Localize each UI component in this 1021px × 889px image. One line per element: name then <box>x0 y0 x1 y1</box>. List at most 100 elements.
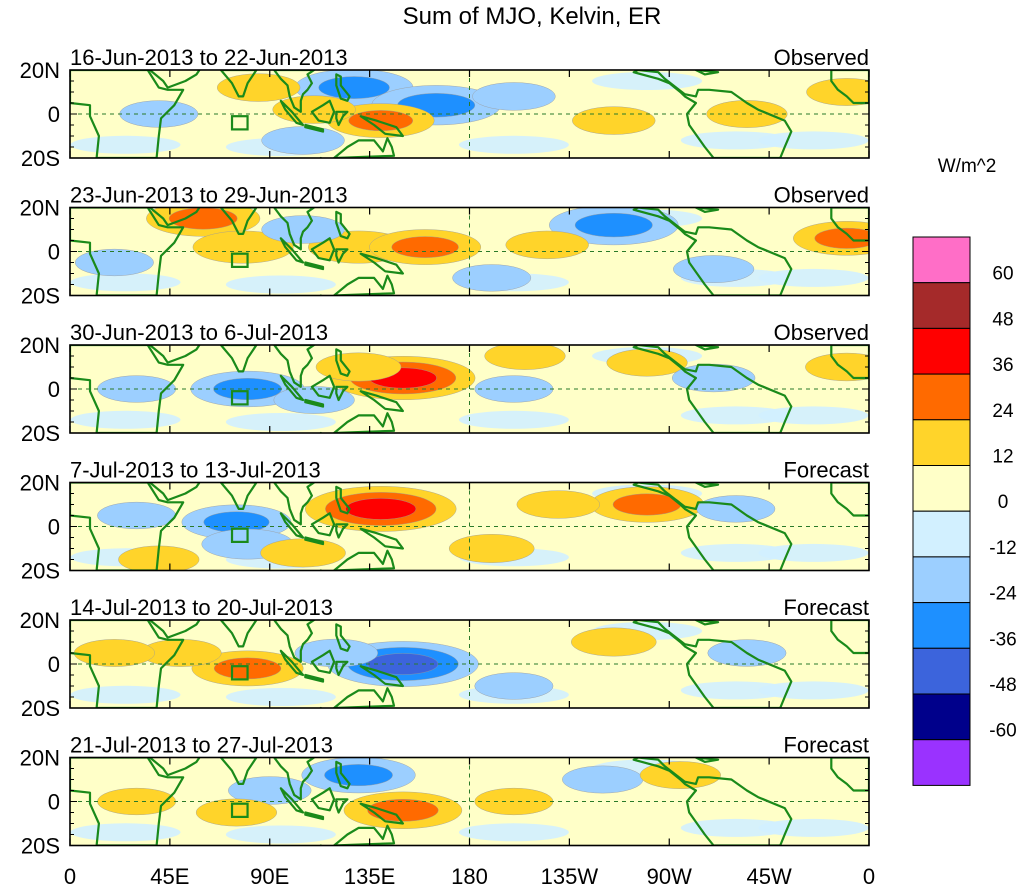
coastline <box>304 261 325 271</box>
y-tick-label: 20S <box>21 146 60 171</box>
coastline <box>219 757 258 786</box>
coastline <box>310 649 336 674</box>
y-tick-label: 20S <box>21 696 60 721</box>
anomaly-contour <box>261 215 345 244</box>
x-axis: 0 45E 90E 135E 180 135W 90W 45W 0 <box>64 864 875 889</box>
coastline <box>335 248 349 264</box>
anomaly-contour <box>260 538 346 568</box>
colorbar-bin <box>912 236 971 284</box>
anomaly-contour <box>639 761 721 789</box>
colorbar-tick-label: 60 <box>992 264 1013 285</box>
anomaly-contour <box>348 110 414 132</box>
coastline <box>333 549 396 571</box>
coastlines <box>70 70 869 158</box>
anomaly-contour <box>706 100 788 128</box>
coastlines <box>70 482 869 571</box>
anomaly-contour <box>367 799 439 822</box>
panel-status: Observed <box>774 320 869 345</box>
coastline <box>273 482 316 526</box>
y-tick-label: 0 <box>48 102 60 127</box>
coastline <box>830 757 869 792</box>
background-patch <box>70 823 181 842</box>
map-panel: 20N 0 20S 30-Jun-2013 to 6-Jul-2013 Observed <box>20 320 870 446</box>
coastline <box>694 620 720 626</box>
coastline <box>279 99 305 127</box>
coastline <box>359 390 404 413</box>
background-patch <box>70 685 181 704</box>
background-patch <box>758 818 869 837</box>
anomaly-contour <box>261 126 345 155</box>
coastline <box>632 70 793 158</box>
coastline <box>335 623 351 652</box>
x-tick-label: 135E <box>344 864 395 889</box>
background-patch <box>70 135 181 154</box>
y-tick-label: 20S <box>21 834 60 859</box>
colorbar-bin <box>912 556 971 604</box>
x-tick-label: 0 <box>64 864 76 889</box>
anomaly-contour <box>324 764 393 787</box>
anomaly-contour <box>484 345 566 370</box>
coastline <box>310 512 336 537</box>
y-tick-label: 0 <box>48 377 60 402</box>
colorbar-bin <box>912 282 971 329</box>
anomaly-contour <box>516 490 600 519</box>
panel-period: 21-Jul-2013 to 27-Jul-2013 <box>70 733 333 758</box>
coastline <box>335 760 351 790</box>
colorbar-tick-label: 12 <box>992 447 1013 468</box>
panel-period: 16-Jun-2013 to 22-Jun-2013 <box>70 45 348 70</box>
panel-status: Observed <box>774 45 869 70</box>
coastline <box>335 798 349 814</box>
background-patch <box>680 681 791 700</box>
coastline <box>335 485 351 515</box>
coastline <box>335 210 351 240</box>
coastline <box>273 345 316 388</box>
colorbar-label: W/m^2 <box>938 156 997 177</box>
coastlines <box>70 207 869 296</box>
coastline <box>70 70 185 158</box>
map-panel: 20N 0 20S 23-Jun-2013 to 29-Jun-2013 Observe… <box>20 183 870 309</box>
coastline <box>694 757 720 764</box>
colorbar-bin <box>912 693 971 741</box>
colorbar-bin <box>912 739 971 786</box>
map-panel: 20N 0 20S 16-Jun-2013 to 22-Jun-2013 Observe… <box>20 45 870 171</box>
colorbar-tick-label: -24 <box>989 584 1017 605</box>
coastline <box>70 620 185 708</box>
panel-period: 23-Jun-2013 to 29-Jun-2013 <box>70 183 348 208</box>
panel-status: Observed <box>774 183 869 208</box>
coastline <box>310 787 336 812</box>
colorbar-bin <box>912 647 971 695</box>
coastline <box>335 348 351 377</box>
colorbar-tick-label: -48 <box>989 675 1016 696</box>
coastline <box>310 99 336 124</box>
y-tick-label: 20S <box>21 559 60 584</box>
background-patch <box>70 273 181 292</box>
anomaly-contour <box>474 672 554 700</box>
anomaly-contour <box>505 230 589 260</box>
region-box <box>230 802 249 819</box>
coastline <box>632 207 793 296</box>
coastline <box>148 757 201 777</box>
coastline <box>333 824 396 846</box>
panels: 20N 0 20S 16-Jun-2013 to 22-Jun-2013 Observe… <box>20 45 870 859</box>
anomaly-contour <box>168 207 238 230</box>
panel-period: 14-Jul-2013 to 20-Jul-2013 <box>70 595 333 620</box>
coastline <box>279 374 305 402</box>
coastline <box>335 73 351 102</box>
colorbar-tick-label: 36 <box>992 355 1013 376</box>
region-box <box>230 115 249 131</box>
panel-status: Forecast <box>783 458 869 483</box>
coastline <box>279 237 305 264</box>
coastline <box>304 123 325 133</box>
anomaly-contour <box>572 106 656 135</box>
chart-title: Sum of MJO, Kelvin, ER <box>403 3 662 30</box>
y-tick-label: 20S <box>21 421 60 446</box>
coastline <box>830 620 869 655</box>
region-box <box>230 527 249 544</box>
coastline <box>279 512 305 539</box>
anomaly-contour <box>571 627 657 657</box>
coastline <box>219 207 258 235</box>
coastline <box>359 665 404 688</box>
anomaly-contour <box>391 236 459 258</box>
panel-status: Forecast <box>783 595 869 620</box>
coastline <box>279 787 305 814</box>
